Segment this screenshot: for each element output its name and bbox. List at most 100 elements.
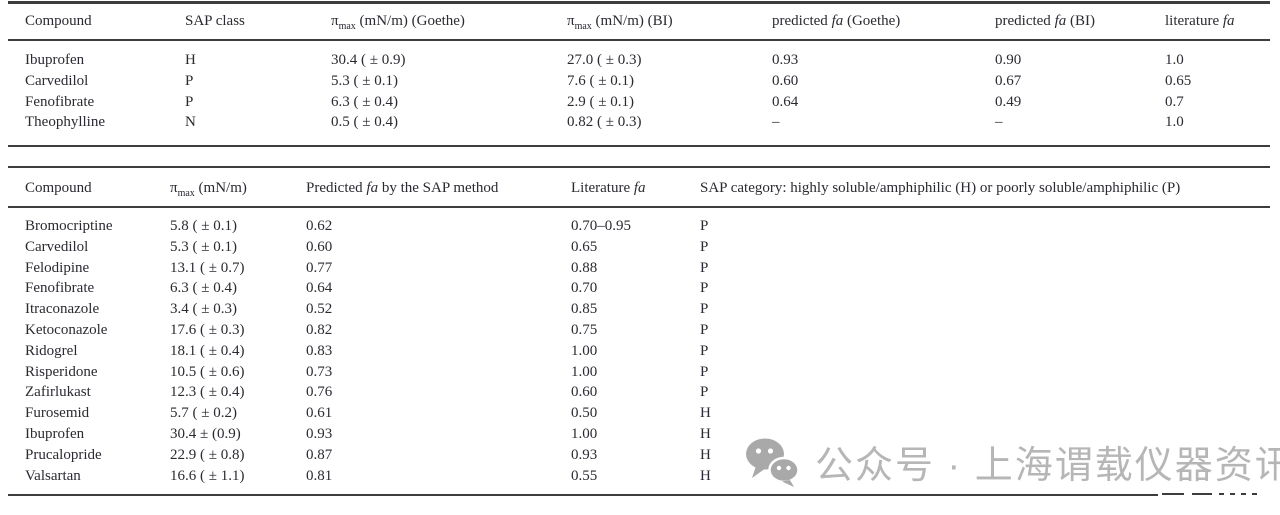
cell-compound: Risperidone (25, 363, 98, 380)
cell-compound: Carvedilol (25, 72, 89, 89)
cell-compound: Carvedilol (25, 238, 89, 255)
col-header-predicted-fa-bi: predicted fa (BI) (995, 2, 1165, 41)
cell-pi-max: 16.6 ( ± 1.1) (170, 467, 245, 484)
cell-pi-max: 5.7 ( ± 0.2) (170, 405, 237, 422)
cell-pi-bi: 2.9 ( ± 0.1) (567, 93, 634, 110)
cell-sap-category: P (700, 342, 709, 359)
cell-literature-fa: 1.00 (571, 425, 598, 442)
cell-sap-class: P (185, 72, 194, 89)
pi-symbol: π (170, 180, 178, 196)
cell-predicted-fa: 0.77 (306, 259, 333, 276)
cell-compound: Fenofibrate (25, 280, 95, 297)
cell-pi-max: 13.1 ( ± 0.7) (170, 259, 245, 276)
cell-pi-bi: 7.6 ( ± 0.1) (567, 72, 634, 89)
cell-literature-fa: 1.00 (571, 363, 598, 380)
cell-literature-fa: 0.75 (571, 321, 598, 338)
cell-sap-category: P (700, 321, 709, 338)
cell-pi-goethe: 5.3 ( ± 0.1) (331, 72, 398, 89)
fa-italic: fa (366, 180, 379, 196)
table-row: Carvedilol P 5.3 ( ± 0.1) 7.6 ( ± 0.1) 0… (8, 71, 1270, 92)
cell-predicted-fa: 0.52 (306, 301, 333, 318)
col-header-sap-category: SAP category: highly soluble/amphiphilic… (700, 167, 1270, 208)
cell-predicted-fa: 0.64 (306, 280, 333, 297)
cell-literature-fa: 0.93 (571, 446, 598, 463)
cell-pi-bi: 27.0 ( ± 0.3) (567, 52, 642, 68)
table-row: Felodipine 13.1 ( ± 0.7) 0.77 0.88 P (8, 258, 1270, 279)
literature-pre: literature (1165, 13, 1223, 29)
cell-pred-goethe: 0.60 (772, 72, 799, 89)
col-header-pi-max-goethe: πmax (mN/m) (Goethe) (331, 2, 567, 41)
cell-literature-fa: 0.65 (571, 238, 598, 255)
cell-sap-class: N (185, 114, 196, 131)
pi-subscript: max (574, 21, 592, 32)
cell-pi-max: 6.3 ( ± 0.4) (170, 280, 237, 297)
cell-pred-goethe: 0.64 (772, 93, 799, 110)
cell-pi-max: 17.6 ( ± 0.3) (170, 321, 245, 338)
table-row: Bromocriptine 5.8 ( ± 0.1) 0.62 0.70–0.9… (8, 207, 1270, 237)
cell-predicted-fa: 0.81 (306, 467, 333, 484)
pi-symbol: π (567, 13, 575, 29)
cell-sap-category: P (700, 280, 709, 297)
cell-pred-goethe: 0.93 (772, 52, 799, 68)
cell-pred-bi: – (995, 114, 1003, 131)
table-row: Ibuprofen H 30.4 ( ± 0.9) 27.0 ( ± 0.3) … (8, 40, 1270, 71)
cell-literature-fa: 0.85 (571, 301, 598, 318)
table-sap-prediction: Compound πmax (mN/m) Predicted fa by the… (8, 166, 1270, 497)
cell-literature-fa: 1.0 (1165, 114, 1184, 131)
col-header-pi-max: πmax (mN/m) (170, 167, 306, 208)
cell-pi-max: 3.4 ( ± 0.3) (170, 301, 237, 318)
cell-literature-fa: 0.88 (571, 259, 598, 276)
table-row: Theophylline N 0.5 ( ± 0.4) 0.82 ( ± 0.3… (8, 112, 1270, 146)
cell-literature-fa: 0.7 (1165, 93, 1184, 110)
fa-italic: fa (633, 180, 646, 196)
cell-sap-category: P (700, 301, 709, 318)
cell-literature-fa: 0.70–0.95 (571, 218, 631, 234)
table2-header-row: Compound πmax (mN/m) Predicted fa by the… (8, 167, 1270, 208)
predicted-pre: Predicted (306, 180, 367, 196)
cell-compound: Zafirlukast (25, 384, 91, 401)
cell-compound: Bromocriptine (25, 218, 113, 234)
fa-italic: fa (831, 13, 844, 29)
table-row: Risperidone 10.5 ( ± 0.6) 0.73 1.00 P (8, 362, 1270, 383)
col-header-compound: Compound (8, 167, 170, 208)
table-row: Itraconazole 3.4 ( ± 0.3) 0.52 0.85 P (8, 299, 1270, 320)
pi-subscript: max (177, 188, 195, 199)
cell-compound: Prucalopride (25, 446, 102, 463)
cell-predicted-fa: 0.60 (306, 238, 333, 255)
cell-compound: Ketoconazole (25, 321, 108, 338)
cell-predicted-fa: 0.93 (306, 425, 333, 442)
cell-sap-category: H (700, 425, 711, 442)
cell-pi-bi: 0.82 ( ± 0.3) (567, 114, 642, 131)
col-header-sap-category-label: SAP category: highly soluble/amphiphilic… (700, 180, 1181, 196)
cell-pi-goethe: 6.3 ( ± 0.4) (331, 93, 398, 110)
pi-units-goethe: (mN/m) (Goethe) (355, 13, 465, 29)
cell-compound: Fenofibrate (25, 93, 95, 110)
table-row: Zafirlukast 12.3 ( ± 0.4) 0.76 0.60 P (8, 382, 1270, 403)
cell-literature-fa: 1.00 (571, 342, 598, 359)
col-header-compound-label: Compound (25, 180, 92, 196)
cell-compound: Ibuprofen (25, 52, 85, 68)
predicted-post: by the SAP method (378, 180, 499, 196)
col-header-predicted-fa: Predicted fa by the SAP method (306, 167, 571, 208)
pi-symbol: π (331, 13, 339, 29)
cell-compound: Itraconazole (25, 301, 100, 318)
cell-sap-category: H (700, 446, 711, 463)
predicted-goethe-pre: predicted (772, 13, 832, 29)
cell-predicted-fa: 0.76 (306, 384, 333, 401)
table-row: Valsartan 16.6 ( ± 1.1) 0.81 0.55 H (8, 466, 1270, 496)
cell-compound: Valsartan (25, 467, 81, 484)
cell-sap-category: P (700, 218, 709, 234)
table-row: Prucalopride 22.9 ( ± 0.8) 0.87 0.93 H (8, 445, 1270, 466)
bottom-rule-dashes (1162, 492, 1272, 495)
literature-pre: Literature (571, 180, 634, 196)
table-row: Ibuprofen 30.4 ± (0.9) 0.93 1.00 H (8, 424, 1270, 445)
cell-pi-max: 5.8 ( ± 0.1) (170, 218, 237, 234)
cell-pi-max: 10.5 ( ± 0.6) (170, 363, 245, 380)
cell-pred-bi: 0.49 (995, 93, 1022, 110)
cell-sap-class: P (185, 93, 194, 110)
cell-compound: Ridogrel (25, 342, 78, 359)
cell-compound: Theophylline (25, 114, 105, 131)
cell-pred-bi: 0.67 (995, 72, 1022, 89)
cell-sap-category: H (700, 467, 711, 484)
